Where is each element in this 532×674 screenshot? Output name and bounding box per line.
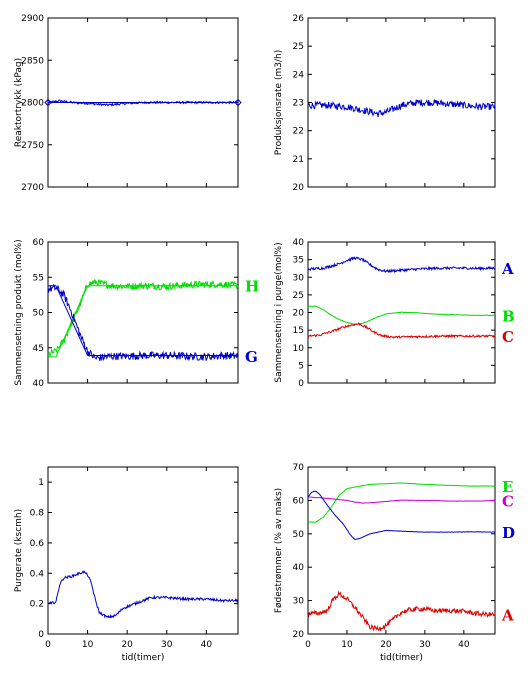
chart-panel-4: 0 5 10 15 20 25 30 35 40 Sammensetning i purge(mo…: [274, 238, 515, 389]
y-tick-label: 30: [293, 597, 305, 607]
y-tick-label: 60: [293, 496, 305, 506]
y-tick-label: 2800: [21, 99, 44, 109]
y-tick-label: 20: [293, 630, 305, 640]
x-tick-label: 40: [458, 640, 470, 650]
y-tick-label: 55: [33, 273, 44, 283]
x-axis-label: tid(timer): [380, 653, 423, 663]
series-line-g: [47, 284, 239, 362]
y-axis-label: Sammensetning produkt (mol%): [14, 239, 24, 385]
y-tick-label: 0.4: [30, 569, 45, 579]
y-tick-label: 20: [293, 309, 305, 319]
chart-panel-2: 20 21 22 23 24 25 26 Produksjonsrate (m3/h): [274, 14, 496, 193]
y-tick-label: 23: [293, 99, 304, 109]
y-axis-label: Sammensetning i purge(mol%): [274, 242, 284, 382]
plot-frame: [307, 466, 496, 635]
y-tick-label: 1: [38, 478, 44, 488]
y-tick-label: 40: [293, 563, 305, 573]
series-line-h: [47, 279, 239, 358]
y-tick-label: 40: [293, 238, 305, 248]
y-tick-label: 15: [293, 326, 304, 336]
series-label-d: D: [502, 524, 515, 542]
plot-frame: [307, 17, 496, 188]
series-label-e: E: [502, 478, 513, 496]
x-axis-label: tid(timer): [122, 653, 165, 663]
y-tick-label: 40: [33, 379, 45, 389]
x-tick-label: 10: [341, 640, 353, 650]
y-tick-label: 0: [298, 379, 304, 389]
series-line: [48, 285, 238, 358]
series-line: [47, 570, 239, 619]
y-tick-label: 25: [293, 291, 304, 301]
y-tick-label: 2750: [21, 141, 44, 151]
y-tick-label: 45: [33, 344, 44, 354]
y-tick-label: 20: [293, 183, 305, 193]
y-axis-label: Reaktortrykk (kPag): [14, 58, 24, 147]
series-line-a: [307, 256, 496, 274]
x-tick-label: 20: [380, 640, 392, 650]
series-line-c: [307, 496, 496, 504]
y-tick-label: 2700: [21, 183, 44, 193]
y-tick-label: 0: [38, 630, 44, 640]
x-tick-label: 30: [419, 640, 431, 650]
x-tick-label: 0: [305, 640, 311, 650]
x-tick-label: 0: [45, 640, 51, 650]
series-line-c: [307, 322, 496, 340]
y-tick-label: 24: [293, 70, 305, 80]
series-line-b: [307, 305, 496, 325]
series-line-a: [307, 590, 496, 632]
y-tick-label: 50: [33, 309, 45, 319]
y-tick-label: 25: [293, 42, 304, 52]
y-tick-label: 0.2: [30, 600, 44, 610]
y-tick-label: 26: [293, 14, 305, 24]
y-tick-label: 30: [293, 273, 305, 283]
series-label-c: C: [502, 492, 514, 510]
series-label-h: H: [245, 278, 259, 296]
y-tick-label: 21: [293, 155, 304, 165]
series-line-d: [307, 490, 496, 541]
series-line: [307, 99, 496, 117]
chart-panel-1: 2700 2750 2800 2850 2900 Reaktortrykk (kPag): [14, 14, 242, 193]
y-axis-label: Purgerate (kscmh): [14, 509, 24, 592]
y-tick-label: 0.6: [30, 539, 45, 549]
series-label-g: G: [245, 348, 258, 366]
x-tick-label: 40: [201, 640, 213, 650]
series-line: [48, 285, 238, 356]
chart-panel-6: 20 30 40 50 60 70 0 10 20 30 40 Fødestrømmer (% av …: [274, 463, 515, 663]
y-tick-label: 0.8: [30, 509, 45, 519]
data-marker: [234, 98, 242, 107]
y-tick-label: 5: [298, 361, 304, 371]
series-label-a: A: [501, 260, 514, 278]
y-axis-label: Produksjonsrate (m3/h): [274, 50, 284, 155]
x-tick-label: 30: [161, 640, 173, 650]
y-tick-label: 10: [293, 344, 305, 354]
y-tick-label: 60: [33, 238, 45, 248]
y-tick-label: 2900: [21, 14, 44, 24]
x-tick-label: 10: [82, 640, 94, 650]
plot-frame: [47, 466, 239, 635]
x-tick-label: 20: [121, 640, 133, 650]
series-label-c: C: [502, 328, 514, 346]
y-tick-label: 70: [293, 463, 305, 473]
series-label-b: B: [502, 307, 515, 325]
series-line-e: [307, 482, 496, 523]
y-axis-label: Fødestrømmer (% av maks): [274, 488, 284, 613]
series-label-a: A: [501, 607, 514, 625]
y-tick-label: 2850: [21, 56, 44, 66]
y-tick-label: 50: [293, 530, 305, 540]
y-tick-label: 22: [293, 127, 304, 137]
chart-panel-3: 40 45 50 55 60 Sammensetning produkt (mol%) H G: [14, 238, 259, 389]
y-tick-label: 35: [293, 256, 304, 266]
